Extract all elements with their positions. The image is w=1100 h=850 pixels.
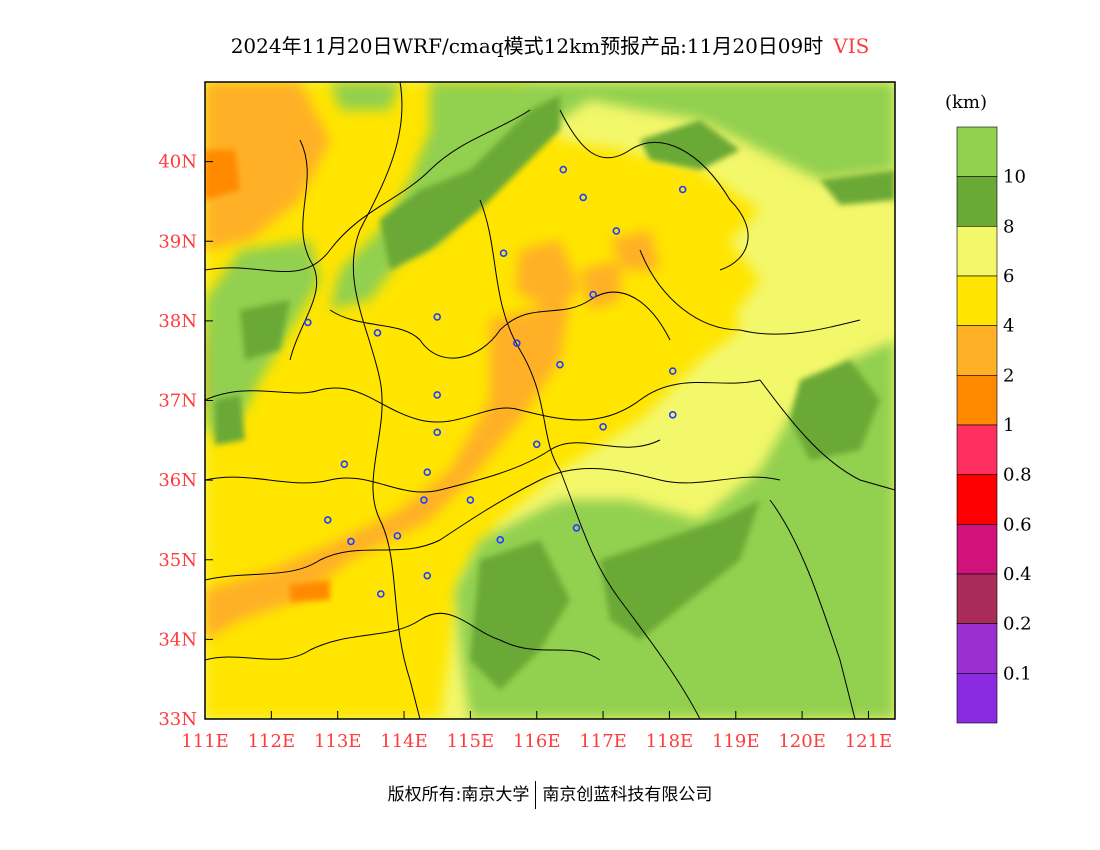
colorbar-label: 0.2 — [1003, 614, 1032, 635]
colorbar-label: 0.8 — [1003, 465, 1032, 486]
colorbar-label: 10 — [1003, 167, 1026, 188]
station-marker — [340, 460, 349, 469]
colorbar-swatch — [956, 226, 998, 277]
station-marker — [668, 367, 677, 375]
colorbar-unit: (km) — [945, 92, 987, 113]
x-axis: 111E 112E 113E 114E 115E 116E 117E 118E 119E 120E… — [181, 711, 892, 752]
y-tick-label: 39N — [158, 231, 197, 252]
colorbar-swatch — [956, 623, 998, 674]
colorbar-label: 0.4 — [1003, 564, 1032, 585]
station-marker — [572, 524, 581, 532]
y-tick-label: 40N — [158, 152, 197, 173]
colorbar-swatch — [956, 126, 998, 177]
copyright-right: 南京创蓝科技有限公司 — [542, 785, 713, 805]
colorbar-label: 0.6 — [1003, 514, 1032, 535]
station-marker — [589, 290, 597, 299]
station-marker — [556, 360, 564, 369]
y-tick-label: 36N — [158, 470, 197, 491]
copyright-left: 版权所有:南京大学 — [387, 785, 530, 805]
x-tick-label: 119E — [712, 731, 760, 752]
colorbar-swatch — [956, 325, 998, 376]
colorbar-swatch — [956, 176, 998, 227]
station-marker — [423, 468, 432, 476]
y-tick-label: 37N — [158, 391, 197, 412]
station-marker — [678, 185, 687, 194]
x-tick-label: 118E — [646, 731, 694, 752]
colorbar-swatch — [956, 524, 998, 575]
colorbar-label: 6 — [1003, 266, 1014, 287]
station-marker — [433, 428, 442, 437]
colorbar-label: 0.1 — [1003, 663, 1032, 684]
station-marker — [466, 496, 475, 504]
colorbar-label: 1 — [1003, 415, 1014, 436]
footer: 版权所有:南京大学 南京创蓝科技有限公司 — [0, 780, 1100, 809]
colorbar-swatch — [956, 673, 998, 724]
station-marker — [599, 422, 607, 431]
colorbar-swatch — [956, 474, 998, 525]
x-tick-label: 121E — [845, 731, 893, 752]
station-marker — [323, 516, 332, 524]
station-marker — [499, 249, 508, 257]
colorbar-swatch — [956, 573, 998, 624]
station-marker — [423, 571, 432, 580]
station-marker — [559, 165, 568, 174]
station-marker — [420, 496, 428, 504]
station-marker — [532, 440, 541, 449]
station-marker — [496, 536, 505, 544]
x-tick-label: 112E — [248, 731, 296, 752]
station-marker — [377, 590, 385, 598]
y-tick-label: 38N — [158, 311, 197, 332]
chart-title: 2024年11月20日WRF/cmaq模式12km预报产品:11月20日09时 V… — [0, 30, 1100, 59]
colorbar-swatch — [956, 424, 998, 475]
station-marker — [433, 391, 442, 399]
station-marker — [373, 329, 382, 337]
y-tick-label: 35N — [158, 550, 197, 571]
station-marker — [347, 537, 355, 546]
x-tick-label: 117E — [579, 731, 627, 752]
x-tick-label: 115E — [447, 731, 495, 752]
colorbar-label: 2 — [1003, 365, 1014, 386]
colorbar-label: 4 — [1003, 316, 1014, 337]
map-field — [205, 82, 895, 719]
station-marker — [433, 313, 442, 321]
x-tick-label: 114E — [380, 731, 428, 752]
colorbar-label: 8 — [1003, 216, 1014, 237]
station-markers — [304, 165, 687, 598]
title-variable: VIS — [833, 34, 870, 58]
station-marker — [513, 339, 521, 347]
x-tick-label: 116E — [513, 731, 561, 752]
station-marker — [579, 193, 587, 202]
x-tick-label: 120E — [778, 731, 826, 752]
colorbar-swatch — [956, 275, 998, 326]
title-text: 2024年11月20日WRF/cmaq模式12km预报产品:11月20日09时 — [230, 34, 824, 58]
station-marker — [612, 227, 621, 235]
x-tick-label: 111E — [181, 731, 229, 752]
x-tick-label: 113E — [314, 731, 362, 752]
station-marker — [393, 532, 402, 540]
boundary-lines — [205, 82, 895, 719]
y-axis: 33N 34N 35N 36N 37N 38N 39N 40N — [158, 152, 213, 730]
station-marker — [668, 411, 677, 419]
footer-separator — [535, 781, 537, 809]
colorbar-swatch — [956, 375, 998, 426]
colorbar: 10 8 6 4 2 1 0.8 0.6 0.4 0.2 0.1 — [956, 126, 1032, 724]
y-tick-label: 34N — [158, 629, 197, 650]
station-marker — [304, 318, 312, 327]
y-tick-label: 33N — [158, 709, 197, 730]
